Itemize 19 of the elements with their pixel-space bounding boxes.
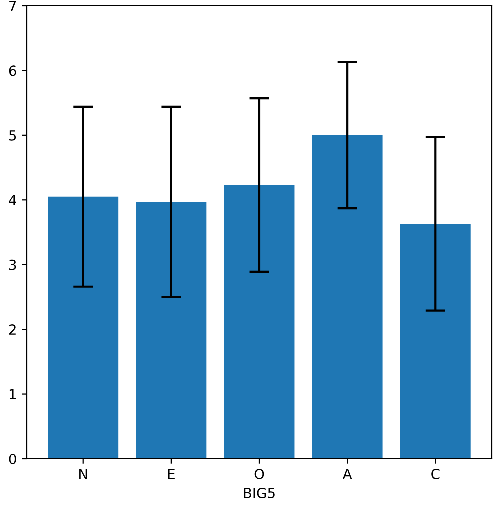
y-tick-label: 1 [10,389,16,400]
y-tick-label: 6 [9,66,16,76]
y-tick-label: 4 [9,195,16,206]
bar [136,202,207,459]
x-axis-title: BIG5 [244,488,275,498]
y-tick-label: 2 [9,324,16,335]
x-tick-label: E [168,469,175,480]
bar [400,224,471,459]
x-tick-label: A [342,469,352,480]
y-tick-label: 0 [9,454,16,464]
x-tick-label: O [254,468,264,480]
bar [224,185,295,459]
y-tick-label: 3 [10,260,16,270]
y-tick-label: 5 [10,130,16,141]
bar [312,135,383,459]
x-tick-label: C [432,468,440,480]
x-tick-label: N [80,469,88,480]
bar [48,196,119,459]
y-tick-label: 7 [10,1,16,12]
